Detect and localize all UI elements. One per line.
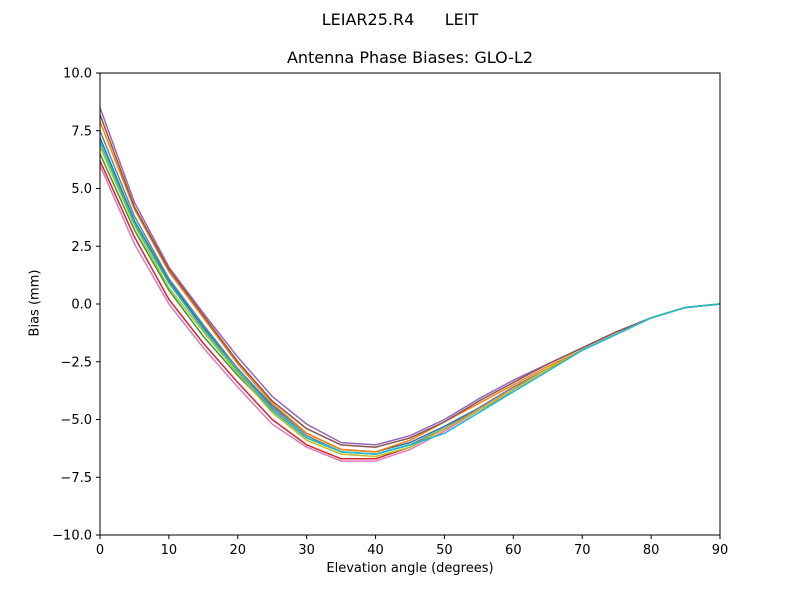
x-tick-label: 70 xyxy=(574,543,591,558)
x-tick-label: 10 xyxy=(161,543,178,558)
series-line-5 xyxy=(99,107,721,446)
y-tick-label: −2.5 xyxy=(60,355,92,370)
y-axis-label: Bias (mm) xyxy=(27,269,43,337)
series-line-6 xyxy=(99,114,721,448)
y-tick-label: 2.5 xyxy=(71,240,92,255)
x-tick-label: 0 xyxy=(96,543,104,558)
y-tick-label: −7.5 xyxy=(60,471,92,486)
y-tick-label: −10.0 xyxy=(52,529,92,544)
x-tick-label: 90 xyxy=(712,543,729,558)
x-tick-label: 30 xyxy=(298,543,315,558)
y-tick-label: 5.0 xyxy=(71,182,92,197)
y-tick-label: −5.0 xyxy=(60,413,92,428)
x-tick-label: 60 xyxy=(505,543,522,558)
x-axis-label: Elevation angle (degrees) xyxy=(326,561,494,576)
series-line-2 xyxy=(99,121,721,453)
figure-suptitle: LEIAR25.R4 LEIT xyxy=(321,10,479,29)
chart-title: Antenna Phase Biases: GLO-L2 xyxy=(286,48,534,67)
x-tick-label: 50 xyxy=(436,543,453,558)
y-tick-label: 7.5 xyxy=(71,124,92,139)
x-tick-label: 80 xyxy=(643,543,660,558)
tick-layer: 0 10 20 30 40 50 60 70 80 90 −10.0 −7.5 −5.0 −2.5 0.0 2… xyxy=(52,67,728,559)
x-tick-label: 40 xyxy=(367,543,384,558)
series-line-1 xyxy=(99,137,721,453)
x-tick-label: 20 xyxy=(230,543,247,558)
series-line-10 xyxy=(99,142,721,455)
y-tick-label: 0.0 xyxy=(71,298,92,313)
y-tick-label: 10.0 xyxy=(63,67,92,82)
series-line-8 xyxy=(99,130,721,455)
series-layer xyxy=(99,107,721,462)
